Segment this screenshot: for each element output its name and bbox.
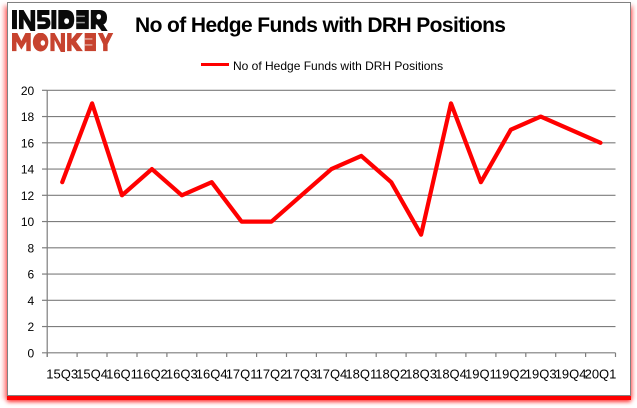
svg-text:10: 10 xyxy=(21,215,35,229)
svg-text:20: 20 xyxy=(21,84,35,98)
svg-text:19Q1: 19Q1 xyxy=(465,366,497,381)
svg-text:8: 8 xyxy=(28,241,35,255)
svg-text:6: 6 xyxy=(28,268,35,282)
svg-text:20Q1: 20Q1 xyxy=(585,366,617,381)
svg-text:16Q3: 16Q3 xyxy=(166,366,198,381)
svg-text:2: 2 xyxy=(28,320,35,334)
svg-text:17Q2: 17Q2 xyxy=(256,366,288,381)
svg-text:14: 14 xyxy=(21,163,35,177)
svg-text:18: 18 xyxy=(21,110,35,124)
svg-text:4: 4 xyxy=(28,294,35,308)
svg-text:17Q3: 17Q3 xyxy=(285,366,317,381)
svg-text:19Q4: 19Q4 xyxy=(555,366,587,381)
svg-text:18Q1: 18Q1 xyxy=(345,366,377,381)
svg-text:16: 16 xyxy=(21,136,35,150)
svg-text:18Q4: 18Q4 xyxy=(435,366,467,381)
svg-text:15Q3: 15Q3 xyxy=(46,366,78,381)
svg-text:19Q2: 19Q2 xyxy=(495,366,527,381)
svg-text:16Q4: 16Q4 xyxy=(196,366,228,381)
svg-text:17Q1: 17Q1 xyxy=(226,366,258,381)
svg-text:17Q4: 17Q4 xyxy=(315,366,347,381)
svg-text:16Q1: 16Q1 xyxy=(106,366,138,381)
svg-text:12: 12 xyxy=(21,189,35,203)
svg-text:16Q2: 16Q2 xyxy=(136,366,168,381)
svg-text:19Q3: 19Q3 xyxy=(525,366,557,381)
svg-text:18Q2: 18Q2 xyxy=(375,366,407,381)
svg-text:18Q3: 18Q3 xyxy=(405,366,437,381)
svg-text:15Q4: 15Q4 xyxy=(76,366,108,381)
svg-text:0: 0 xyxy=(28,346,35,360)
